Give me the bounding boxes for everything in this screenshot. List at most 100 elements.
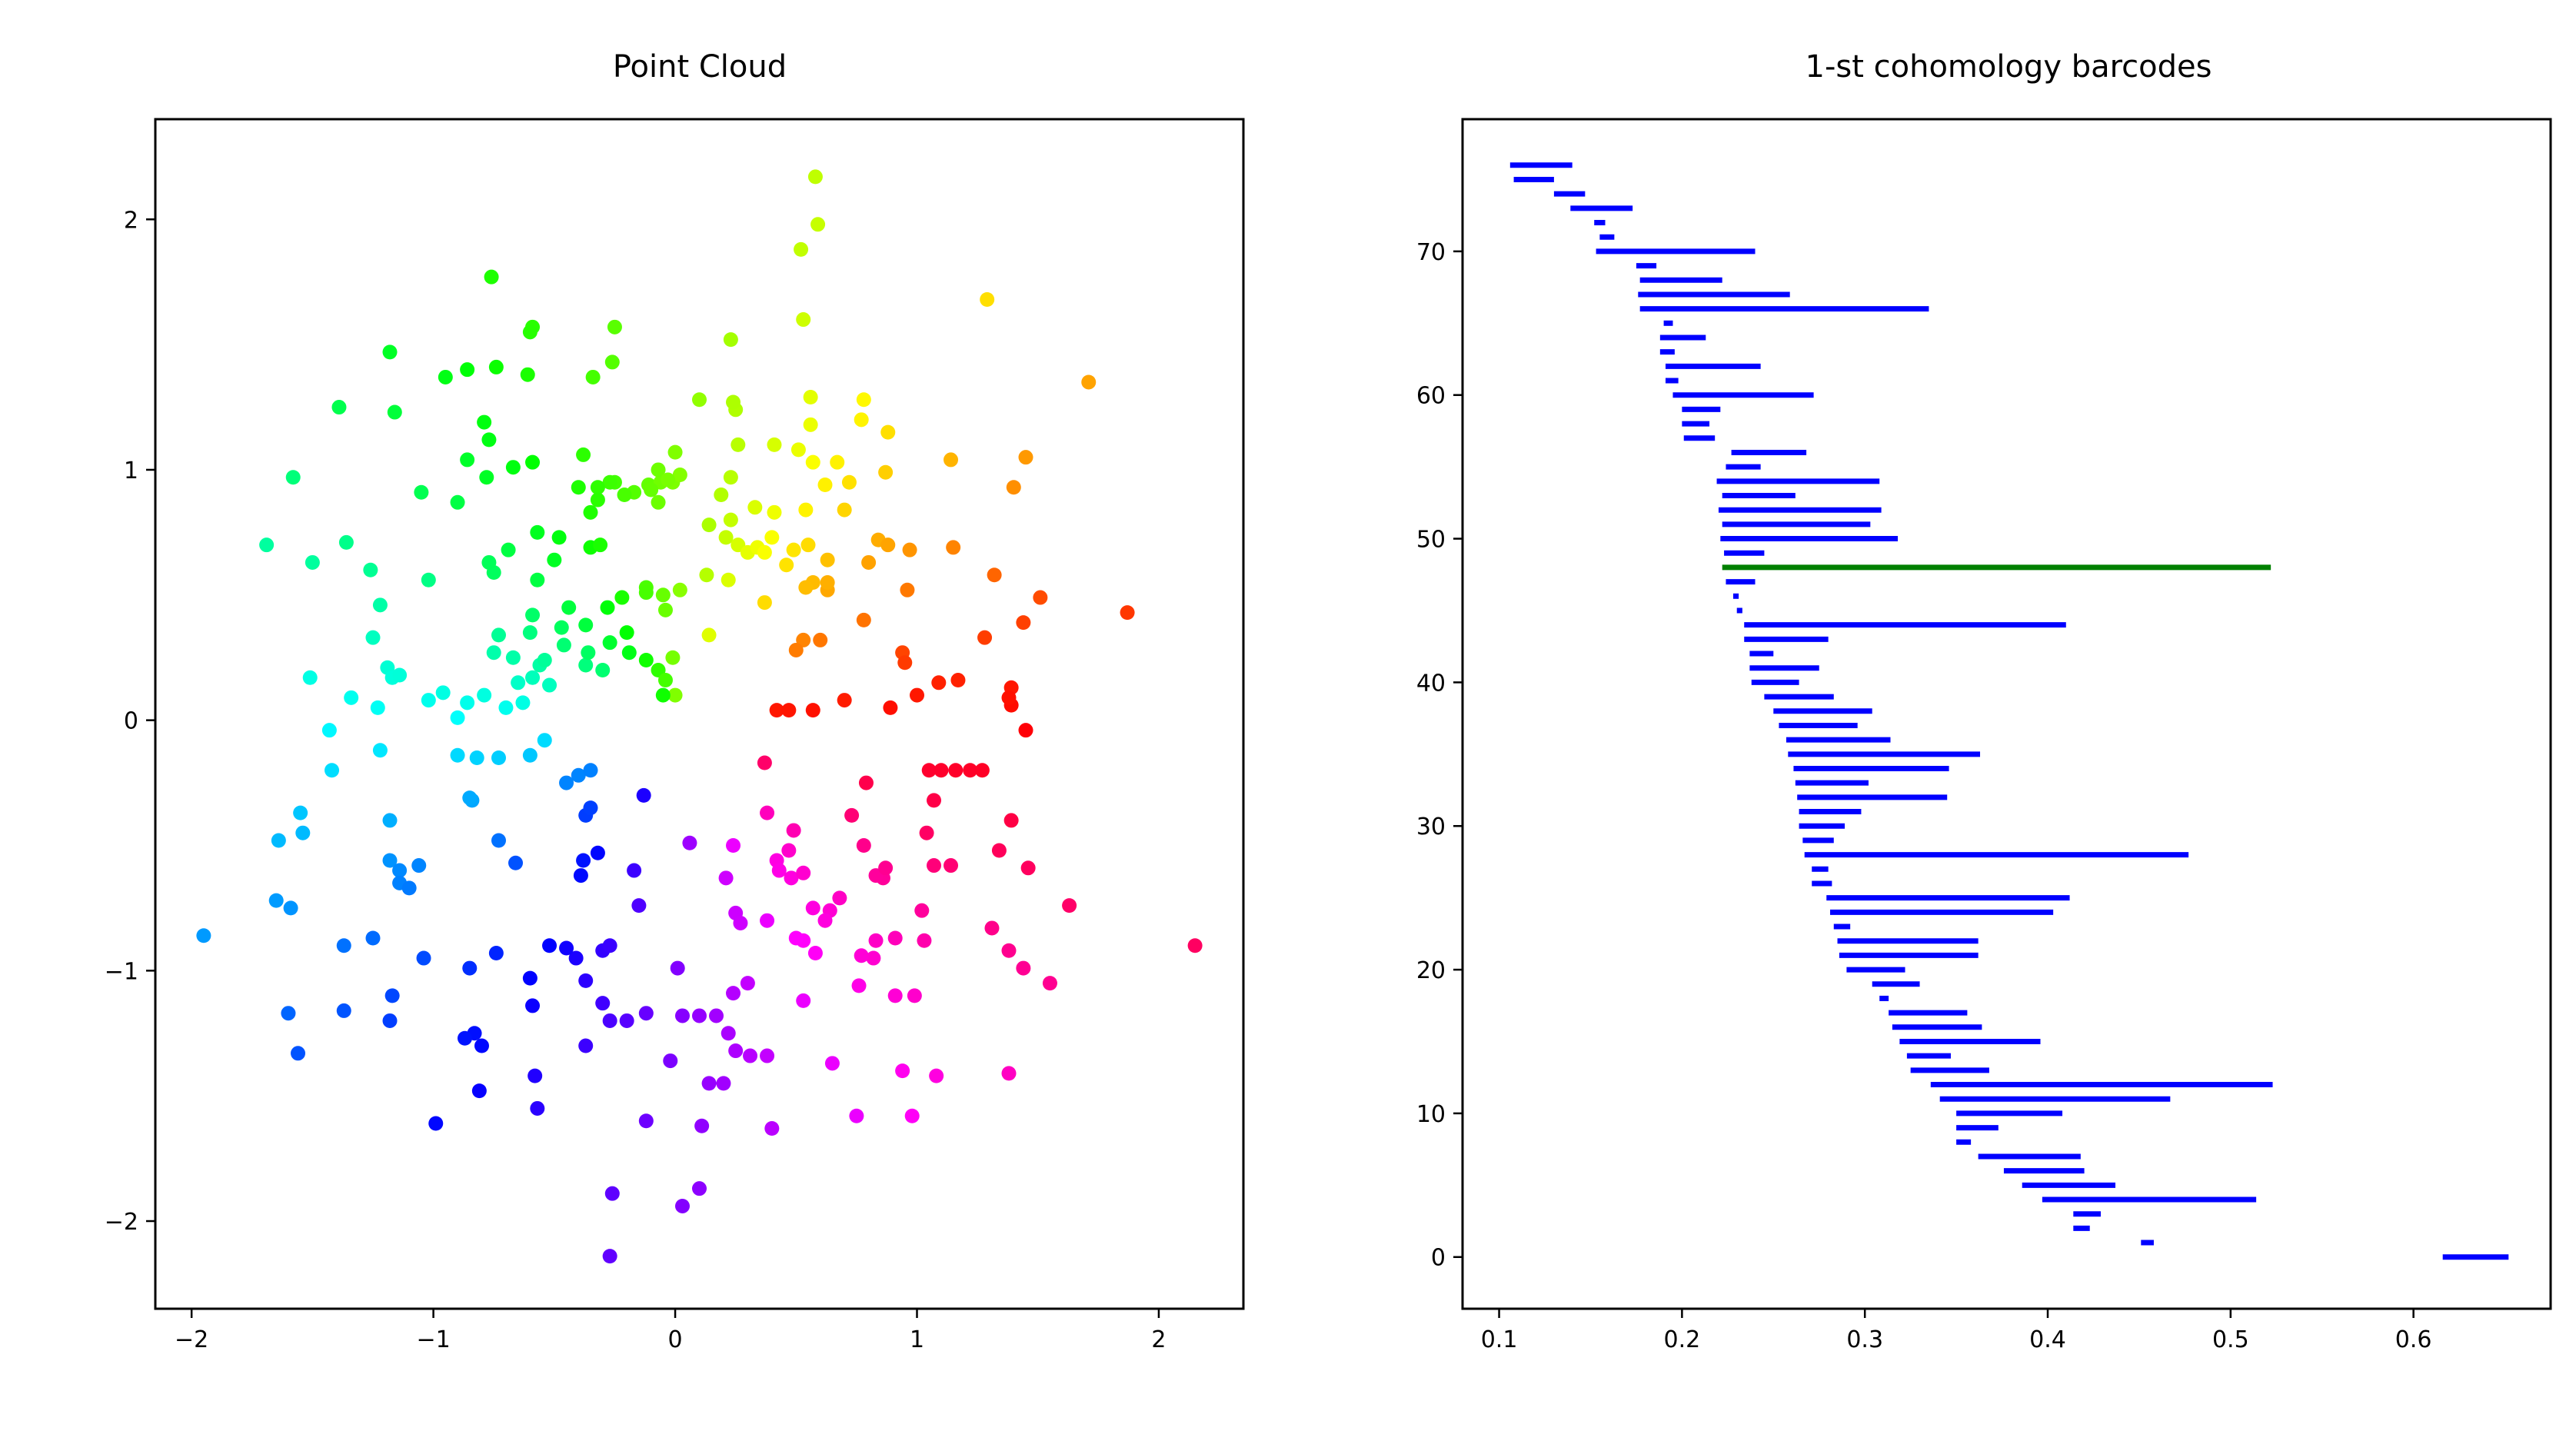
scatter-point	[919, 825, 934, 840]
scatter-point	[740, 976, 755, 991]
scatter-point	[515, 695, 531, 711]
scatter-point	[259, 537, 275, 553]
scatter-point	[542, 677, 557, 693]
scatter-point	[571, 767, 586, 783]
scatter-point	[627, 863, 642, 878]
scatter-point	[803, 390, 818, 405]
scatter-point	[887, 988, 903, 1003]
scatter-point	[944, 858, 959, 874]
scatter-point	[1081, 374, 1097, 390]
scatter-point	[781, 843, 797, 858]
scatter-point	[904, 1108, 920, 1123]
scatter-point	[718, 870, 734, 886]
scatter-point	[462, 960, 478, 976]
scatter-point	[807, 946, 823, 961]
point-cloud-y-tick-label: −1	[105, 958, 138, 985]
scatter-point	[638, 1113, 654, 1129]
scatter-point	[576, 853, 591, 868]
scatter-point	[590, 845, 605, 860]
scatter-point	[721, 572, 736, 587]
scatter-point	[868, 933, 884, 948]
barcodes-y-tick-label: 0	[1431, 1245, 1446, 1272]
scatter-point	[336, 938, 351, 953]
scatter-point	[505, 460, 521, 475]
scatter-point	[807, 169, 823, 185]
scatter-point	[324, 763, 340, 778]
scatter-point	[887, 930, 903, 946]
scatter-point	[786, 823, 801, 838]
scatter-point	[401, 880, 417, 896]
scatter-point	[655, 687, 671, 703]
barcodes-y-tick-label: 10	[1416, 1101, 1446, 1128]
scatter-point	[581, 645, 596, 661]
scatter-point	[636, 787, 651, 803]
scatter-point	[897, 655, 913, 671]
scatter-point	[800, 537, 816, 553]
scatter-point	[866, 950, 881, 966]
scatter-point	[1062, 898, 1077, 914]
scatter-point	[522, 324, 537, 340]
scatter-point	[537, 652, 552, 667]
scatter-point	[602, 1013, 617, 1028]
scatter-point	[559, 940, 574, 956]
scatter-point	[692, 1008, 707, 1023]
scatter-point	[651, 663, 666, 678]
scatter-point	[844, 807, 860, 823]
scatter-point	[1003, 813, 1019, 828]
scatter-point	[595, 996, 611, 1011]
scatter-point	[291, 1046, 306, 1061]
scatter-point	[411, 858, 427, 874]
scatter-point	[1016, 615, 1031, 631]
scatter-point	[271, 833, 286, 848]
scatter-point	[779, 557, 794, 573]
scatter-point	[820, 552, 835, 567]
scatter-point	[991, 843, 1007, 858]
point-cloud-panel: Point Cloud −2 −1 0 1 2 −2 −1 0 1 2	[105, 49, 1245, 1353]
scatter-point	[878, 464, 894, 480]
barcodes-x-tick-label: 0.5	[2212, 1326, 2249, 1353]
scatter-point	[460, 452, 475, 468]
scatter-point	[528, 1068, 543, 1083]
point-cloud-x-tick-label: −2	[175, 1326, 208, 1353]
scatter-point	[336, 1003, 351, 1018]
scatter-point	[692, 392, 707, 408]
scatter-point	[471, 1083, 487, 1099]
scatter-point	[547, 552, 562, 567]
scatter-point	[481, 554, 497, 570]
barcodes-x-tick-label: 0.4	[2029, 1326, 2066, 1353]
barcodes-x-tick-label: 0.2	[1664, 1326, 1701, 1353]
scatter-point	[344, 690, 359, 705]
scatter-point	[607, 319, 622, 334]
scatter-point	[488, 359, 504, 374]
scatter-point	[392, 863, 408, 878]
scatter-point	[1006, 480, 1021, 495]
scatter-point	[931, 675, 947, 691]
scatter-point	[733, 915, 748, 930]
scatter-point	[764, 1121, 780, 1136]
scatter-point	[832, 890, 847, 906]
scatter-point	[694, 1118, 710, 1133]
scatter-point	[522, 970, 537, 986]
scatter-point	[723, 332, 738, 348]
scatter-point	[469, 750, 484, 765]
scatter-point	[604, 1186, 620, 1201]
scatter-point	[902, 542, 917, 557]
scatter-point	[571, 480, 586, 495]
scatter-point	[382, 344, 398, 360]
barcodes-y-tick-label: 70	[1416, 239, 1446, 266]
scatter-point	[810, 217, 826, 232]
scatter-point	[980, 291, 995, 307]
scatter-point	[854, 948, 869, 963]
scatter-point	[771, 863, 787, 878]
scatter-point	[948, 763, 964, 778]
scatter-point	[281, 1006, 296, 1021]
scatter-point	[974, 763, 990, 778]
scatter-point	[672, 467, 687, 482]
scatter-point	[321, 723, 337, 738]
point-cloud-y-tick-label: 2	[124, 207, 138, 234]
barcodes-x-tick-label: 0.6	[2395, 1326, 2432, 1353]
point-cloud-axes: −2 −1 0 1 2 −2 −1 0 1 2	[105, 207, 1167, 1353]
scatter-point	[614, 590, 630, 605]
scatter-point	[602, 474, 617, 490]
